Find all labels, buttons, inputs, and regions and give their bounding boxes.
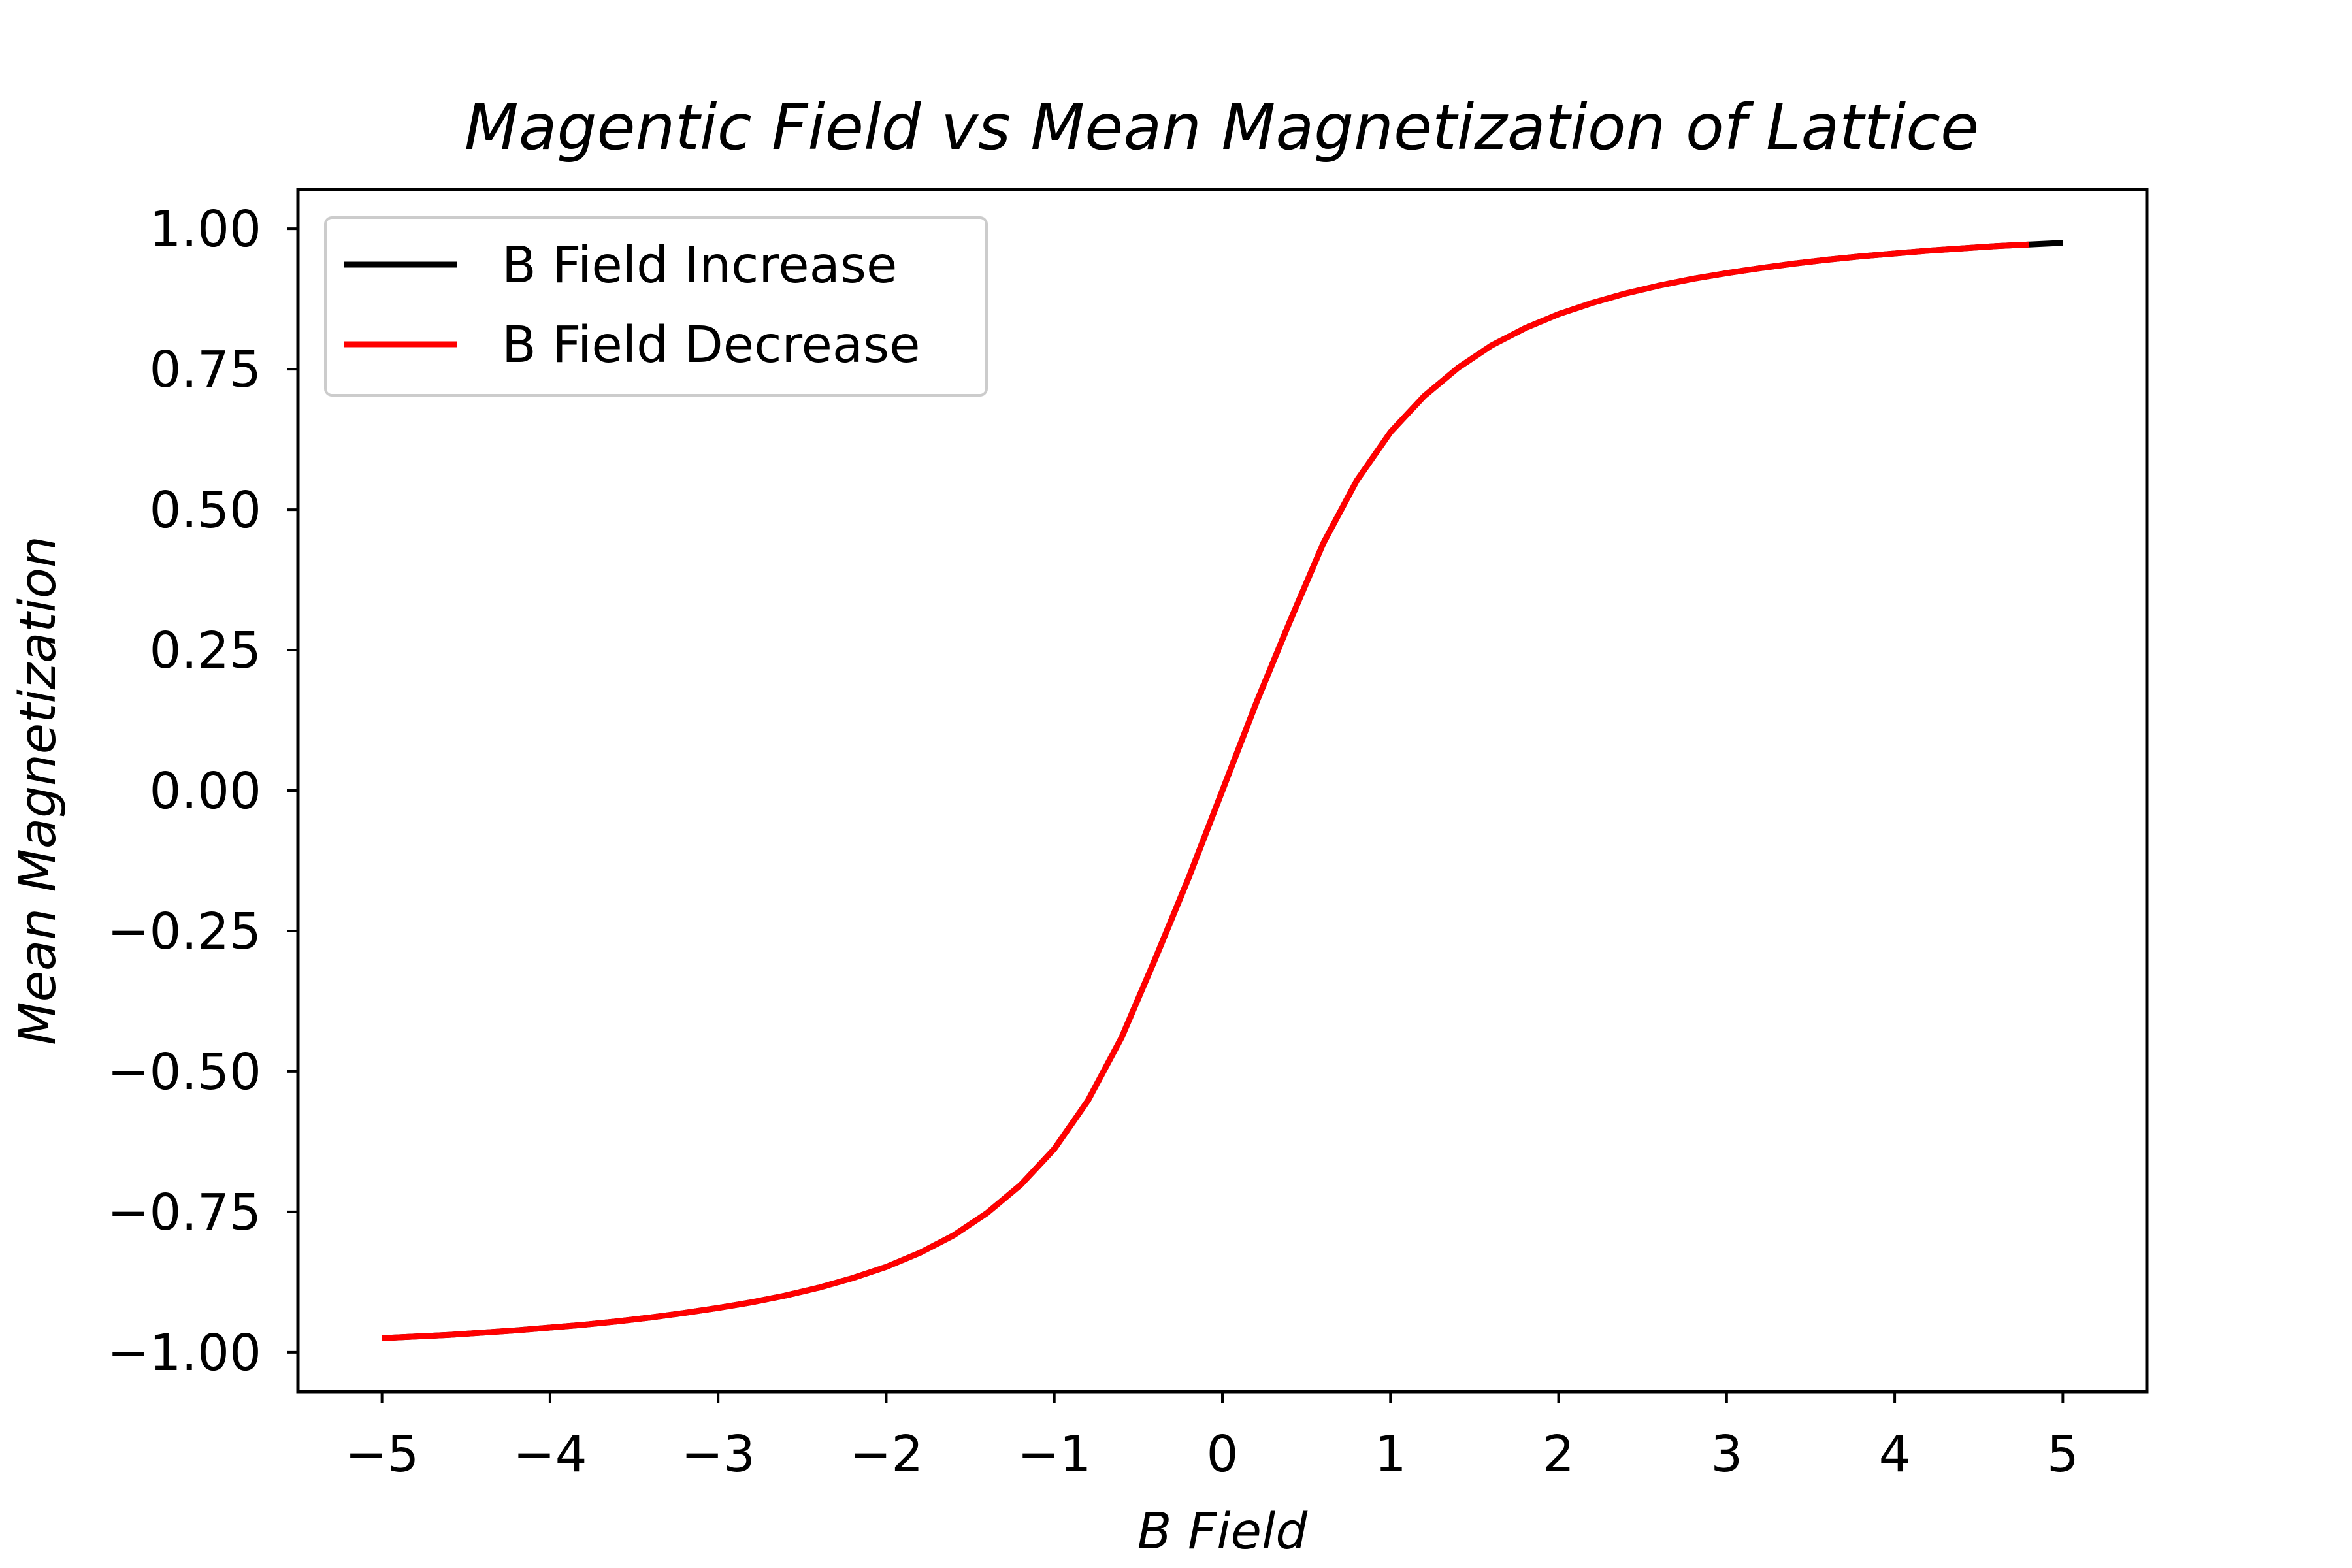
y-axis-ticks: 1.00 0.75 0.50 0.25 0.00 −0.25 −0.50 −0.75 −1.00 — [107, 201, 298, 1382]
x-tick-label: 1 — [1375, 1426, 1407, 1484]
series-line-2 — [382, 241, 2030, 1341]
x-tick-label: 3 — [1710, 1426, 1742, 1484]
x-axis-ticks: −5 −4 −3 −2 −1 0 1 2 3 4 5 — [345, 1392, 2079, 1484]
y-tick-label: 0.00 — [150, 762, 261, 821]
x-tick-label: −1 — [1017, 1426, 1092, 1484]
x-tick-label: −2 — [849, 1426, 924, 1484]
y-tick-label: −1.00 — [107, 1324, 261, 1382]
x-tick-label: 5 — [2047, 1426, 2079, 1484]
x-tick-label: −4 — [513, 1426, 587, 1484]
x-tick-label: 4 — [1879, 1426, 1911, 1484]
y-tick-label: −0.50 — [107, 1043, 261, 1102]
chart-title: Magentic Field vs Mean Magnetization of … — [465, 91, 1979, 164]
legend: B Field Increase B Field Decrease — [324, 216, 988, 397]
legend-box — [324, 216, 988, 397]
y-tick-label: 0.50 — [150, 482, 261, 540]
y-tick-label: −0.25 — [107, 903, 261, 961]
legend-label-2: B Field Decrease — [502, 316, 921, 374]
x-tick-label: 0 — [1207, 1426, 1239, 1484]
x-axis-label: B Field — [1137, 1503, 1309, 1561]
series-layer — [382, 240, 2063, 1341]
y-tick-label: 0.25 — [150, 622, 261, 680]
legend-label-1: B Field Increase — [502, 237, 897, 295]
y-tick-label: 0.75 — [150, 341, 261, 399]
x-tick-label: 2 — [1543, 1426, 1575, 1484]
x-tick-label: −3 — [681, 1426, 755, 1484]
y-tick-label: 1.00 — [150, 201, 261, 259]
x-tick-label: −5 — [345, 1426, 419, 1484]
y-tick-label: −0.75 — [107, 1184, 261, 1242]
y-axis-label: Mean Magnetization — [9, 536, 67, 1045]
